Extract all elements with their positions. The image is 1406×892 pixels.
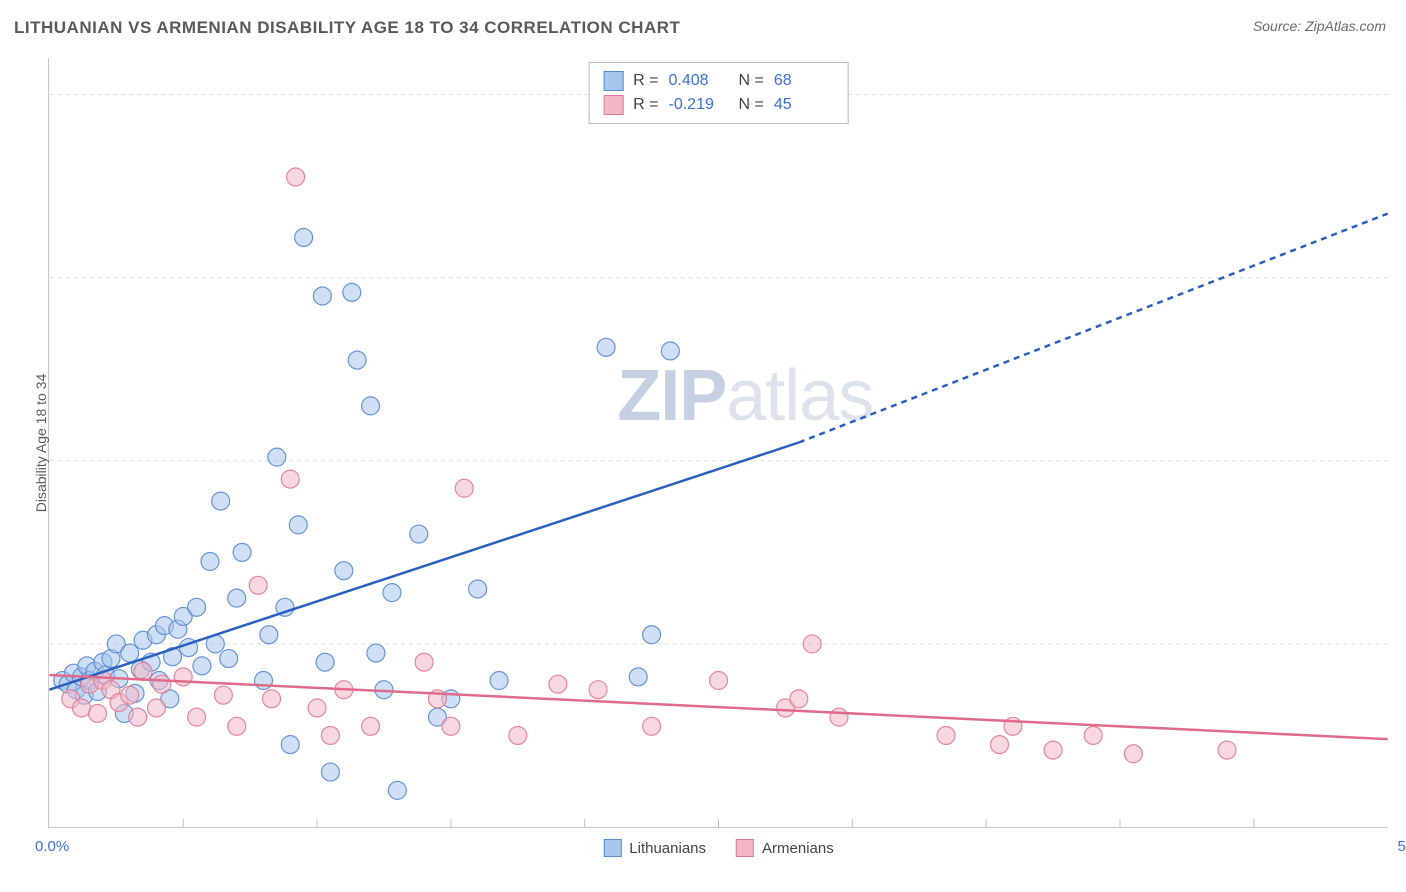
data-point — [991, 736, 1009, 754]
legend-item: Lithuanians — [603, 839, 706, 857]
r-label: R = — [633, 96, 658, 114]
n-label: N = — [739, 72, 764, 90]
data-point — [228, 589, 246, 607]
legend-swatch — [603, 71, 623, 91]
data-point — [134, 662, 152, 680]
data-point — [201, 553, 219, 571]
data-point — [415, 653, 433, 671]
data-point — [1124, 745, 1142, 763]
r-value: -0.219 — [669, 96, 729, 114]
data-point — [121, 644, 139, 662]
data-point — [193, 657, 211, 675]
r-label: R = — [633, 72, 658, 90]
data-point — [830, 708, 848, 726]
source-attribution: Source: ZipAtlas.com — [1253, 18, 1386, 34]
trend-line-ext — [799, 214, 1388, 443]
data-point — [268, 448, 286, 466]
legend-row: R = -0.219 N = 45 — [603, 93, 834, 117]
data-point — [281, 736, 299, 754]
source-name: ZipAtlas.com — [1305, 18, 1386, 34]
data-point — [289, 516, 307, 534]
n-value: 68 — [774, 72, 834, 90]
correlation-legend: R = 0.408 N = 68 R = -0.219 N = 45 — [588, 62, 849, 124]
data-point — [383, 584, 401, 602]
data-point — [174, 668, 192, 686]
n-label: N = — [739, 96, 764, 114]
data-point — [1218, 741, 1236, 759]
data-point — [509, 726, 527, 744]
data-point — [710, 672, 728, 690]
legend-swatch — [603, 839, 621, 857]
data-point — [343, 283, 361, 301]
data-point — [367, 644, 385, 662]
x-tick-max: 50.0% — [1397, 838, 1406, 855]
data-point — [260, 626, 278, 644]
data-point — [348, 351, 366, 369]
data-point — [597, 338, 615, 356]
data-point — [410, 525, 428, 543]
data-point — [803, 635, 821, 653]
trend-line — [49, 443, 798, 690]
data-point — [362, 397, 380, 415]
data-point — [661, 342, 679, 360]
y-axis-label: Disability Age 18 to 34 — [33, 373, 49, 512]
series-legend: Lithuanians Armenians — [603, 839, 833, 857]
legend-item: Armenians — [736, 839, 834, 857]
data-point — [89, 704, 107, 722]
legend-label: Armenians — [762, 840, 834, 857]
legend-swatch — [736, 839, 754, 857]
data-point — [321, 726, 339, 744]
data-point — [643, 626, 661, 644]
legend-row: R = 0.408 N = 68 — [603, 69, 834, 93]
chart-container: LITHUANIAN VS ARMENIAN DISABILITY AGE 18… — [0, 0, 1406, 892]
data-point — [153, 675, 171, 693]
data-point — [469, 580, 487, 598]
data-point — [549, 675, 567, 693]
data-point — [281, 470, 299, 488]
legend-label: Lithuanians — [629, 840, 706, 857]
data-point — [212, 492, 230, 510]
data-point — [790, 690, 808, 708]
data-point — [589, 681, 607, 699]
data-point — [188, 598, 206, 616]
data-point — [1084, 726, 1102, 744]
data-point — [228, 717, 246, 735]
legend-swatch — [603, 95, 623, 115]
data-point — [263, 690, 281, 708]
chart-title: LITHUANIAN VS ARMENIAN DISABILITY AGE 18… — [14, 18, 680, 38]
data-point — [233, 543, 251, 561]
x-tick-min: 0.0% — [35, 838, 69, 855]
data-point — [442, 717, 460, 735]
data-point — [121, 686, 139, 704]
n-value: 45 — [774, 96, 834, 114]
data-point — [287, 168, 305, 186]
data-point — [147, 699, 165, 717]
data-point — [643, 717, 661, 735]
data-point — [73, 699, 91, 717]
r-value: 0.408 — [669, 72, 729, 90]
data-point — [490, 672, 508, 690]
data-point — [1044, 741, 1062, 759]
data-point — [313, 287, 331, 305]
data-point — [220, 650, 238, 668]
data-point — [937, 726, 955, 744]
data-point — [388, 781, 406, 799]
source-prefix: Source: — [1253, 18, 1305, 34]
plot-svg — [49, 58, 1388, 827]
data-point — [214, 686, 232, 704]
data-point — [321, 763, 339, 781]
data-point — [362, 717, 380, 735]
data-point — [316, 653, 334, 671]
data-point — [455, 479, 473, 497]
data-point — [629, 668, 647, 686]
plot-area: Disability Age 18 to 34 ZIPatlas R =0.40… — [48, 58, 1388, 828]
data-point — [308, 699, 326, 717]
data-point — [295, 228, 313, 246]
data-point — [335, 562, 353, 580]
data-point — [249, 576, 267, 594]
data-point — [188, 708, 206, 726]
data-point — [129, 708, 147, 726]
